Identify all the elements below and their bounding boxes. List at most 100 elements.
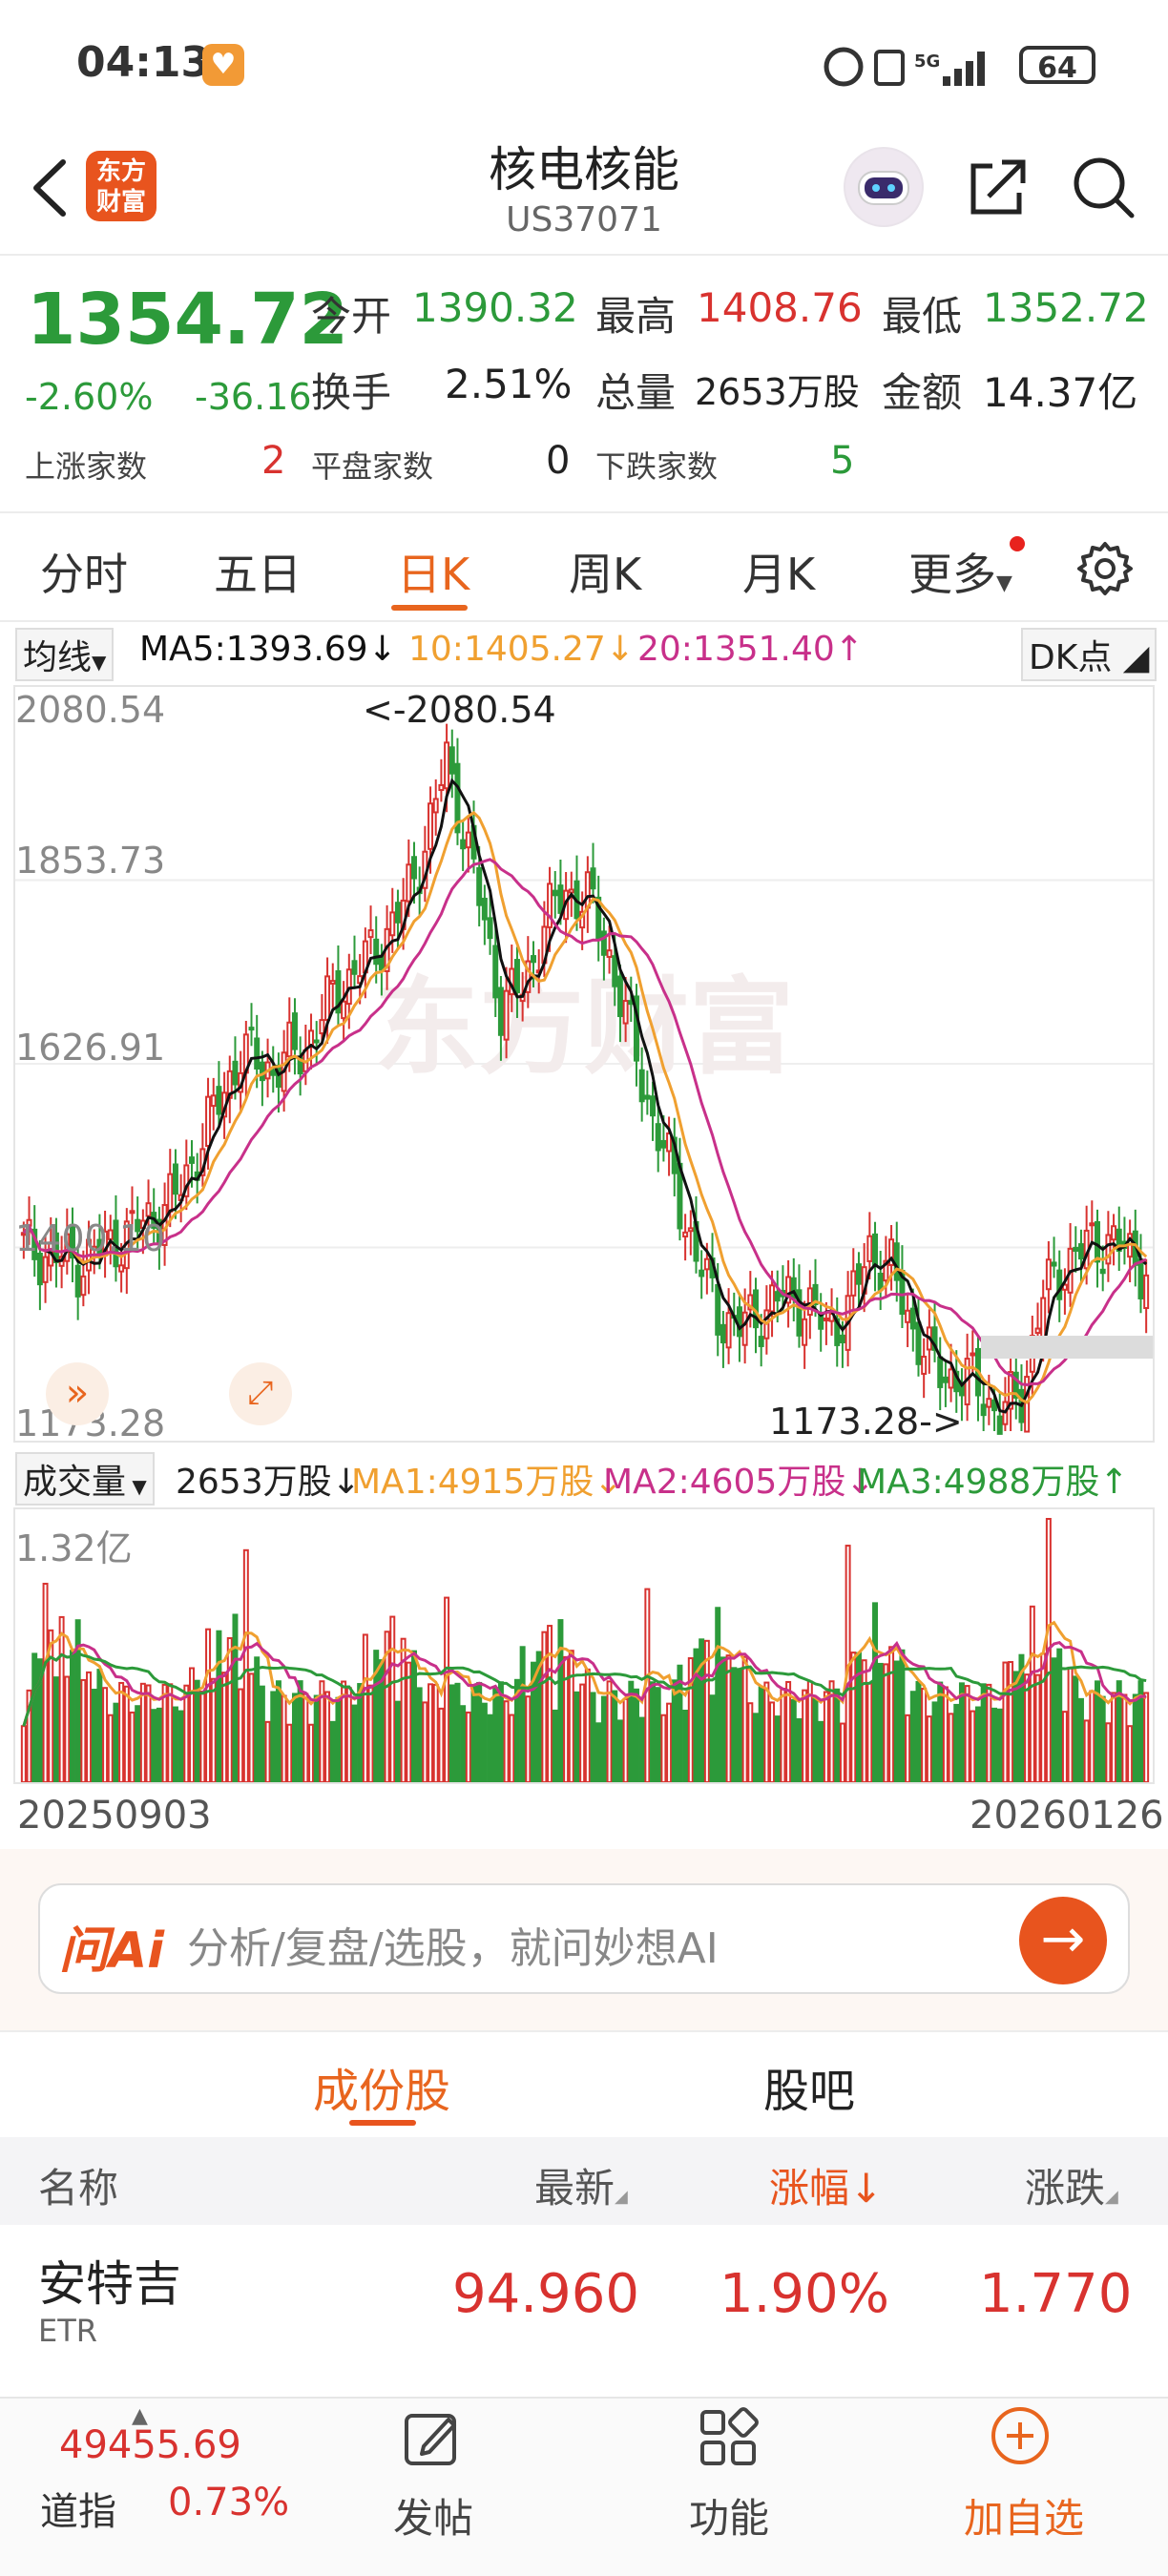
expand-left-icon[interactable]: » (46, 1362, 109, 1425)
col-change[interactable]: 涨跌◢ (1025, 2156, 1118, 2214)
volume-bar (547, 1625, 553, 1782)
nav-post-label[interactable]: 发帖 (393, 2495, 474, 2542)
volume-bar (638, 1716, 645, 1782)
ma10-legend: 10:1405.27↓ (408, 630, 635, 669)
ai-assistant-icon[interactable] (844, 147, 924, 227)
tab-weekly-k[interactable]: 周K (569, 549, 642, 600)
candle-body (888, 1238, 895, 1266)
volume-bar (909, 1691, 916, 1782)
volume-bar (183, 1684, 190, 1782)
volume-legend: 2653万股↓ (176, 1463, 361, 1502)
volume-bar (313, 1694, 320, 1782)
candle-body (1095, 1220, 1101, 1263)
up-count: 2 (261, 439, 286, 483)
candle-body (172, 1163, 178, 1195)
index-name[interactable]: 道指 (40, 2490, 116, 2534)
candle-body (448, 746, 455, 775)
fullscreen-icon[interactable]: ⤢ (229, 1362, 292, 1425)
candle-body (476, 866, 483, 906)
volume-bar (736, 1669, 742, 1782)
volume-bar (699, 1638, 705, 1782)
candle-body (741, 1311, 748, 1346)
volume-bar (741, 1655, 748, 1782)
divider (0, 254, 1168, 256)
functions-grid-icon[interactable] (697, 2406, 760, 2469)
volume-bar (448, 1684, 455, 1782)
volume-bar (980, 1683, 987, 1782)
date-end: 20260126 (970, 1794, 1164, 1838)
col-last[interactable]: 最新◢ (534, 2156, 628, 2214)
candle-body (905, 1309, 911, 1323)
volume-bar (242, 1548, 249, 1782)
volume-bar (1067, 1666, 1074, 1782)
volume-bar (823, 1691, 829, 1782)
candle-body (183, 1164, 190, 1197)
candle-body (1105, 1234, 1112, 1265)
gear-icon[interactable] (1076, 540, 1134, 597)
candle-body (210, 1094, 217, 1108)
col-last-label: 最新 (534, 2165, 615, 2212)
candle-body (189, 1156, 195, 1164)
turnover-value: 2.51% (445, 361, 573, 407)
candle-body (850, 1270, 857, 1297)
expand-up-icon[interactable]: ▲ (132, 2404, 148, 2428)
volume-bar (753, 1713, 759, 1782)
candle-body (736, 1306, 742, 1338)
index-value[interactable]: 49455.69 (59, 2423, 241, 2467)
ai-search-bar[interactable] (38, 1883, 1130, 1994)
col-name[interactable]: 名称 (38, 2165, 119, 2212)
tab-constituents[interactable]: 成份股 (313, 2065, 451, 2118)
flat-count: 0 (546, 439, 571, 483)
post-edit-icon[interactable] (401, 2406, 464, 2469)
open-value: 1390.32 (412, 284, 578, 331)
candle-body (547, 883, 553, 928)
index-change[interactable]: 0.73% (168, 2481, 290, 2524)
share-icon[interactable] (964, 153, 1032, 221)
dropdown-caret-icon: ▼ (92, 651, 107, 674)
volume-bar (888, 1646, 895, 1782)
candle-body (205, 1095, 212, 1148)
volume-indicator-select[interactable]: 成交量 ▼ (15, 1452, 155, 1506)
volume-bar (1018, 1653, 1025, 1782)
ma20-line (22, 858, 1147, 1386)
volume-indicator-label: 成交量 (23, 1463, 127, 1502)
volume-chart[interactable] (13, 1507, 1155, 1784)
volume-bar (905, 1714, 911, 1782)
tab-five-day[interactable]: 五日 (214, 549, 302, 600)
volume-bar (259, 1685, 265, 1782)
ai-search-input[interactable]: 分析/复盘/选股，就问妙想AI (187, 1924, 719, 1973)
volume-bar (428, 1683, 434, 1782)
volume-bar (1034, 1673, 1041, 1782)
status-time: 04:13 (76, 38, 211, 87)
ai-go-arrow-icon[interactable]: → (1019, 1897, 1107, 1984)
candle-body (1089, 1222, 1095, 1227)
tab-monthly-k[interactable]: 月K (742, 549, 816, 600)
back-arrow-icon[interactable] (27, 155, 74, 221)
candle-body (937, 1356, 944, 1388)
tab-daily-k[interactable]: 日K (397, 549, 470, 600)
indicator-select[interactable]: 均线▼ (15, 628, 115, 681)
volume-bar (785, 1680, 792, 1782)
col-change-pct[interactable]: 涨幅↓ (769, 2165, 884, 2212)
volume-bar (1077, 1697, 1084, 1782)
volume-bar (151, 1709, 157, 1782)
volume-bar (118, 1681, 125, 1782)
volume-bar (568, 1650, 574, 1782)
add-watchlist-icon[interactable] (989, 2404, 1052, 2467)
volume-bar (297, 1680, 303, 1782)
volume-bar (584, 1668, 591, 1782)
kline-chart[interactable]: 东方财富 (13, 685, 1155, 1443)
tab-intraday[interactable]: 分时 (40, 549, 128, 600)
nav-functions-label[interactable]: 功能 (689, 2495, 770, 2542)
tab-forum[interactable]: 股吧 (763, 2065, 856, 2118)
candle-body (513, 959, 520, 993)
vibrate-icon (874, 50, 905, 86)
dk-point-select[interactable]: DK点 ◢ (1021, 628, 1158, 681)
volume-bar (850, 1652, 857, 1782)
candle-body (444, 741, 450, 790)
volume-bar (970, 1710, 976, 1782)
search-icon[interactable] (1069, 153, 1137, 221)
nav-add-watchlist-label[interactable]: 加自选 (964, 2495, 1085, 2542)
tab-more[interactable]: 更多▼ (908, 540, 1012, 603)
volume-bar (774, 1715, 781, 1782)
